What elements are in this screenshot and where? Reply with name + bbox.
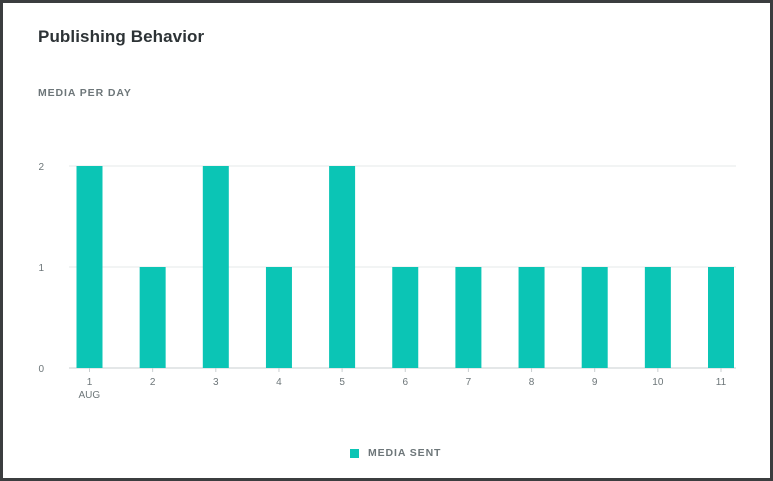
chart-subtitle: MEDIA PER DAY [38, 87, 132, 99]
x-tick-label: 10 [652, 377, 664, 388]
x-tick-label: 2 [150, 377, 156, 388]
bar-chart: 0 1 2 1 AUG 2 3 4 5 6 7 8 9 10 11 [38, 162, 736, 401]
x-tick-label: 7 [466, 377, 472, 388]
x-tick-label: 3 [213, 377, 219, 388]
bar-7[interactable] [455, 267, 482, 368]
bar-2[interactable] [139, 267, 166, 368]
chart-card: Publishing Behavior MEDIA PER DAY 0 1 2 1 AU… [3, 3, 770, 478]
legend-swatch-media-sent [350, 448, 359, 458]
x-tick-label: 11 [716, 377, 727, 388]
x-tick-label: 5 [339, 377, 345, 388]
y-tick-label: 0 [38, 364, 44, 375]
x-tick-label: 1 [87, 377, 93, 388]
bar-8[interactable] [518, 267, 545, 368]
bar-6[interactable] [392, 267, 419, 368]
legend-label-media-sent: MEDIA SENT [368, 447, 442, 459]
x-tick-label: 8 [529, 377, 535, 388]
x-tick-sublabel: AUG [79, 390, 101, 401]
bar-4[interactable] [265, 267, 292, 368]
y-tick-label: 1 [38, 263, 44, 274]
x-tick-label: 6 [402, 377, 408, 388]
bar-3[interactable] [202, 166, 229, 368]
bar-1[interactable] [76, 166, 103, 368]
legend[interactable]: MEDIA SENT [350, 447, 441, 459]
bar-9[interactable] [581, 267, 608, 368]
bar-5[interactable] [329, 166, 356, 368]
bar-10[interactable] [644, 267, 671, 368]
x-tick-label: 4 [276, 377, 282, 388]
bar-11[interactable] [708, 267, 734, 368]
y-tick-label: 2 [38, 162, 44, 173]
x-tick-label: 9 [592, 377, 598, 388]
chart-title: Publishing Behavior [38, 27, 205, 46]
